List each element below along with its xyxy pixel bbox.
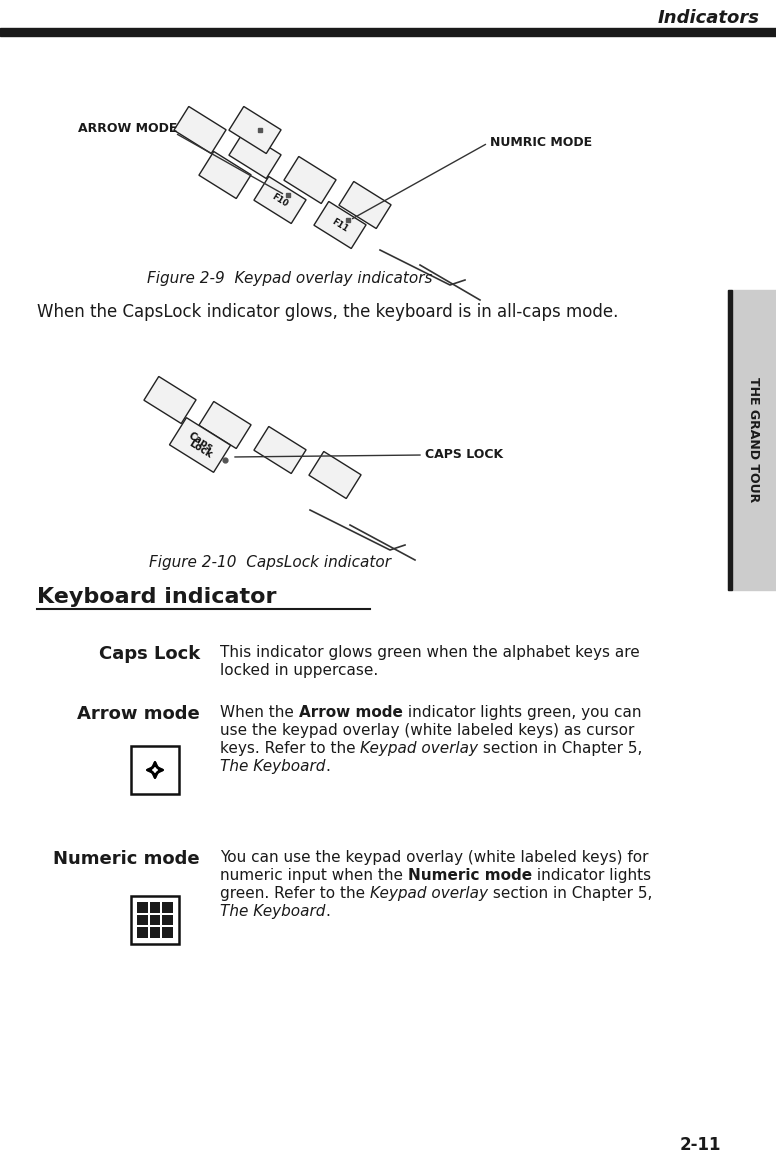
Text: Indicators: Indicators bbox=[658, 9, 760, 27]
Polygon shape bbox=[174, 106, 226, 154]
Bar bbox=[728, 290, 776, 590]
Text: You can use the keypad overlay (white labeled keys) for: You can use the keypad overlay (white la… bbox=[220, 850, 649, 865]
Text: section in Chapter 5,: section in Chapter 5, bbox=[479, 742, 643, 756]
Text: numeric input when the: numeric input when the bbox=[220, 868, 408, 883]
Bar bbox=[137, 914, 147, 926]
Text: Keypad overlay: Keypad overlay bbox=[361, 742, 479, 756]
Polygon shape bbox=[199, 152, 251, 198]
Text: section in Chapter 5,: section in Chapter 5, bbox=[488, 886, 653, 901]
Text: ARROW MODE: ARROW MODE bbox=[78, 121, 178, 134]
Text: Numeric mode: Numeric mode bbox=[54, 850, 200, 868]
Bar bbox=[162, 927, 173, 937]
Text: .: . bbox=[325, 904, 331, 919]
Text: Figure 2-9  Keypad overlay indicators: Figure 2-9 Keypad overlay indicators bbox=[147, 271, 433, 286]
Bar bbox=[150, 914, 161, 926]
Text: green. Refer to the: green. Refer to the bbox=[220, 886, 370, 901]
Text: NUMRIC MODE: NUMRIC MODE bbox=[490, 136, 592, 149]
Text: This indicator glows green when the alphabet keys are: This indicator glows green when the alph… bbox=[220, 645, 639, 660]
Bar bbox=[150, 927, 161, 937]
Text: F10: F10 bbox=[270, 191, 289, 209]
Text: When the CapsLock indicator glows, the keyboard is in all-caps mode.: When the CapsLock indicator glows, the k… bbox=[37, 303, 618, 321]
Text: Keyboard indicator: Keyboard indicator bbox=[37, 586, 276, 607]
Polygon shape bbox=[339, 182, 391, 229]
Text: Lock: Lock bbox=[187, 438, 213, 459]
Text: 2-11: 2-11 bbox=[679, 1136, 721, 1154]
Text: locked in uppercase.: locked in uppercase. bbox=[220, 663, 378, 677]
Polygon shape bbox=[254, 427, 306, 473]
Polygon shape bbox=[309, 451, 361, 499]
Text: Arrow mode: Arrow mode bbox=[78, 705, 200, 723]
Text: Figure 2-10  CapsLock indicator: Figure 2-10 CapsLock indicator bbox=[149, 555, 391, 569]
Polygon shape bbox=[254, 176, 306, 224]
Text: CAPS LOCK: CAPS LOCK bbox=[425, 449, 503, 462]
Text: use the keypad overlay (white labeled keys) as cursor: use the keypad overlay (white labeled ke… bbox=[220, 723, 634, 738]
Text: Caps: Caps bbox=[186, 430, 214, 454]
Bar bbox=[162, 914, 173, 926]
Text: Arrow mode: Arrow mode bbox=[299, 705, 403, 719]
Bar bbox=[131, 895, 179, 944]
Bar bbox=[162, 902, 173, 913]
Text: Numeric mode: Numeric mode bbox=[408, 868, 532, 883]
Bar bbox=[137, 902, 147, 913]
Text: Caps Lock: Caps Lock bbox=[99, 645, 200, 663]
Bar bbox=[728, 290, 732, 590]
Polygon shape bbox=[284, 156, 336, 204]
Polygon shape bbox=[199, 401, 251, 449]
Text: Keypad overlay: Keypad overlay bbox=[370, 886, 488, 901]
Text: keys. Refer to the: keys. Refer to the bbox=[220, 742, 361, 756]
Text: The Keyboard: The Keyboard bbox=[220, 759, 325, 774]
Text: When the: When the bbox=[220, 705, 299, 719]
Bar bbox=[0, 28, 776, 36]
Bar bbox=[137, 927, 147, 937]
Text: The Keyboard: The Keyboard bbox=[220, 904, 325, 919]
Text: F11: F11 bbox=[331, 217, 350, 233]
Polygon shape bbox=[169, 417, 230, 472]
Bar bbox=[131, 746, 179, 794]
Polygon shape bbox=[314, 202, 366, 248]
Text: .: . bbox=[325, 759, 331, 774]
Polygon shape bbox=[229, 106, 281, 154]
Polygon shape bbox=[229, 132, 281, 178]
Text: indicator lights green, you can: indicator lights green, you can bbox=[403, 705, 641, 719]
Text: indicator lights: indicator lights bbox=[532, 868, 651, 883]
Text: THE GRAND TOUR: THE GRAND TOUR bbox=[747, 378, 760, 503]
Polygon shape bbox=[144, 377, 196, 423]
Bar bbox=[150, 902, 161, 913]
